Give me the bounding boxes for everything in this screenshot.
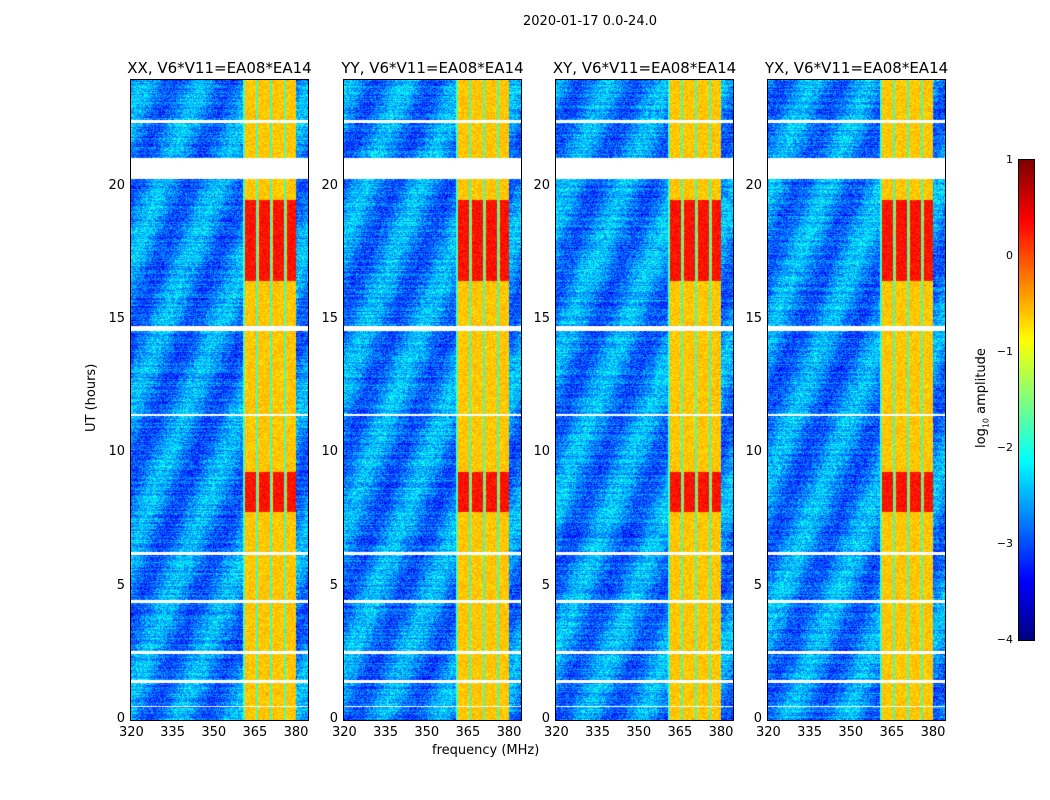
x-tick-label: 320 bbox=[756, 725, 781, 740]
y-tick-label: 20 bbox=[533, 177, 550, 193]
x-tick-label: 335 bbox=[160, 725, 185, 740]
x-tick-label: 335 bbox=[373, 725, 398, 740]
axes-frame bbox=[130, 79, 309, 721]
x-tick-label: 350 bbox=[838, 725, 864, 740]
x-tick-label: 365 bbox=[879, 725, 905, 740]
y-tick-label: 5 bbox=[116, 577, 125, 593]
y-tick-label: 15 bbox=[745, 311, 762, 326]
x-tick-label: 380 bbox=[708, 725, 734, 740]
x-tick-label: 365 bbox=[455, 725, 481, 740]
y-tick-label: 0 bbox=[541, 711, 550, 726]
y-tick-label: 15 bbox=[321, 311, 338, 326]
panel-title: YX, V6*V11=EA08*EA14 bbox=[764, 59, 949, 77]
y-tick-label: 20 bbox=[745, 177, 762, 193]
x-tick-label: 380 bbox=[496, 725, 522, 740]
y-tick-label: 0 bbox=[116, 711, 125, 726]
colorbar-tick-label: −2 bbox=[996, 441, 1013, 454]
y-tick-label: 10 bbox=[745, 444, 762, 460]
x-tick-label: 320 bbox=[544, 725, 569, 740]
heatmap-0 bbox=[131, 80, 308, 720]
x-tick-label: 365 bbox=[242, 725, 268, 740]
x-tick-label: 365 bbox=[667, 725, 693, 740]
panel-title: XY, V6*V11=EA08*EA14 bbox=[552, 59, 737, 77]
colorbar-tick-label: 0 bbox=[1006, 249, 1013, 262]
y-tick-label: 0 bbox=[753, 711, 762, 726]
colorbar-frame bbox=[1018, 159, 1035, 641]
x-tick-label: 380 bbox=[283, 725, 309, 740]
y-tick-label: 15 bbox=[108, 311, 125, 326]
panel-title: YY, V6*V11=EA08*EA14 bbox=[341, 59, 524, 77]
heatmap-2 bbox=[556, 80, 733, 720]
x-tick-label: 335 bbox=[797, 725, 822, 740]
colorbar-tick-label: −3 bbox=[996, 537, 1013, 550]
colorbar bbox=[1019, 160, 1034, 640]
y-tick-label: 10 bbox=[533, 444, 550, 460]
colorbar-tick-label: −4 bbox=[996, 633, 1013, 646]
y-tick-label: 0 bbox=[329, 711, 338, 726]
figure-title: 2020-01-17 0.0-24.0 bbox=[523, 14, 657, 29]
y-tick-label: 10 bbox=[321, 444, 338, 460]
y-axis-label: UT (hours) bbox=[84, 363, 99, 432]
x-tick-label: 350 bbox=[626, 725, 652, 740]
x-tick-label: 350 bbox=[414, 725, 440, 740]
x-axis-label: frequency (MHz) bbox=[432, 743, 540, 758]
axes-frame bbox=[555, 79, 734, 721]
colorbar-tick-label: −1 bbox=[996, 345, 1013, 358]
x-tick-label: 320 bbox=[119, 725, 144, 740]
y-tick-label: 5 bbox=[753, 577, 762, 593]
y-tick-label: 15 bbox=[533, 311, 550, 326]
x-tick-label: 350 bbox=[201, 725, 227, 740]
axes-frame bbox=[767, 79, 946, 721]
x-tick-label: 380 bbox=[920, 725, 946, 740]
heatmap-3 bbox=[768, 80, 945, 720]
y-tick-label: 20 bbox=[321, 177, 338, 193]
axes-frame bbox=[343, 79, 522, 721]
heatmap-1 bbox=[344, 80, 521, 720]
panel-title: XX, V6*V11=EA08*EA14 bbox=[127, 59, 312, 77]
colorbar-label: log10 amplitude bbox=[974, 348, 991, 448]
x-tick-label: 320 bbox=[332, 725, 357, 740]
y-tick-label: 20 bbox=[108, 177, 125, 193]
y-tick-label: 5 bbox=[329, 577, 338, 593]
x-tick-label: 335 bbox=[585, 725, 610, 740]
colorbar-tick-label: 1 bbox=[1006, 153, 1013, 166]
y-tick-label: 10 bbox=[108, 444, 125, 460]
y-tick-label: 5 bbox=[541, 577, 550, 593]
